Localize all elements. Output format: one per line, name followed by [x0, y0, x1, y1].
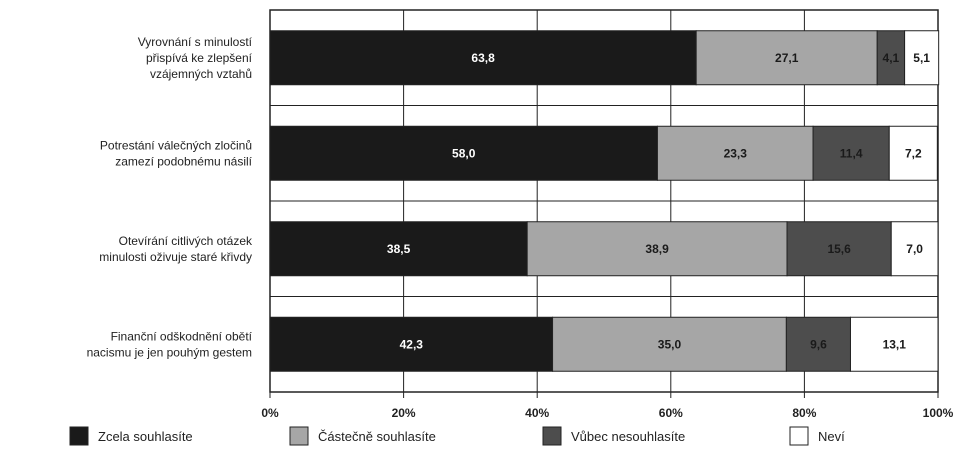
bar-value-label: 15,6: [827, 242, 851, 256]
category-label: Otevírání citlivých otázek minulosti oživ…: [99, 234, 253, 264]
x-tick-labels: 0% 20% 40% 60% 80% 100%: [261, 406, 953, 420]
legend-swatch: [789, 426, 809, 446]
category-label: Vyrovnání s minulostí přispívá ke zlepšen…: [138, 35, 253, 81]
legend-label: Neví: [818, 429, 845, 444]
bar-segment: [526, 221, 788, 277]
category-label-line: přispívá ke zlepšení: [146, 51, 253, 65]
legend-swatch: [542, 426, 562, 446]
category-label-line: Vyrovnání s minulostí: [138, 35, 253, 49]
x-tick-label: 80%: [792, 406, 816, 420]
x-tick-label: 100%: [923, 406, 954, 420]
legend-swatch: [289, 426, 309, 446]
bar-value-label: 5,1: [913, 51, 930, 65]
bar-segment: [552, 316, 787, 372]
category-label-line: zamezí podobnému násilí: [115, 154, 252, 168]
bar-value-label: 9,6: [810, 337, 827, 351]
legend-label: Vůbec nesouhlasíte: [571, 429, 685, 444]
x-tick-label: 0%: [261, 406, 279, 420]
legend-swatch: [69, 426, 89, 446]
bars-layer: 63,8 27,1 4,1 5,1 58,0 23,3 11,4 7,2 38,5 38,9 15,…: [269, 30, 940, 372]
bar-value-label: 38,5: [387, 242, 411, 256]
bar-segment: [786, 221, 892, 277]
category-label: Potrestání válečných zločinů zamezí podob…: [100, 138, 253, 168]
bar-segment: [876, 30, 906, 86]
legend-label: Zcela souhlasíte: [98, 429, 193, 444]
bar-segment: [695, 30, 878, 86]
legend: Zcela souhlasíte Částečně souhlasíte Vůbec…: [69, 426, 845, 446]
bar-value-label: 4,1: [883, 51, 900, 65]
bar-segment: [785, 316, 851, 372]
bar-value-label: 7,0: [906, 242, 923, 256]
bar-segment: [269, 125, 658, 181]
bar-value-label: 58,0: [452, 146, 476, 160]
bar-segment: [269, 316, 554, 372]
bar-value-label: 23,3: [724, 146, 748, 160]
bar-value-label: 42,3: [400, 337, 424, 351]
category-label-line: minulosti oživuje staré křivdy: [99, 250, 252, 264]
bar-value-label: 38,9: [645, 242, 669, 256]
category-label-line: nacismu je jen pouhým gestem: [87, 345, 252, 359]
x-tick-label: 40%: [525, 406, 549, 420]
bar-value-label: 27,1: [775, 51, 799, 65]
bar-segment: [656, 125, 814, 181]
bar-segment: [904, 30, 940, 86]
bar-segment: [890, 221, 939, 277]
bar-value-label: 13,1: [883, 337, 907, 351]
bar-value-label: 63,8: [471, 51, 495, 65]
x-tick-label: 60%: [659, 406, 683, 420]
x-tick-label: 20%: [392, 406, 416, 420]
bar-segment: [888, 125, 938, 181]
bar-segment: [849, 316, 939, 372]
bar-value-label: 11,4: [840, 146, 863, 160]
category-label-line: Potrestání válečných zločinů: [100, 138, 252, 152]
category-label-line: vzájemných vztahů: [150, 67, 252, 81]
bar-segment: [812, 125, 890, 181]
category-label: Finanční odškodnění obětí nacismu je jen …: [87, 329, 253, 359]
bar-segment: [269, 221, 528, 277]
bar-value-label: 35,0: [658, 337, 682, 351]
category-label-line: Otevírání citlivých otázek: [119, 234, 253, 248]
legend-label: Částečně souhlasíte: [318, 429, 436, 444]
category-label-line: Finanční odškodnění obětí: [111, 329, 253, 343]
bar-value-label: 7,2: [905, 146, 922, 160]
category-labels: Vyrovnání s minulostí přispívá ke zlepšen…: [87, 35, 253, 360]
